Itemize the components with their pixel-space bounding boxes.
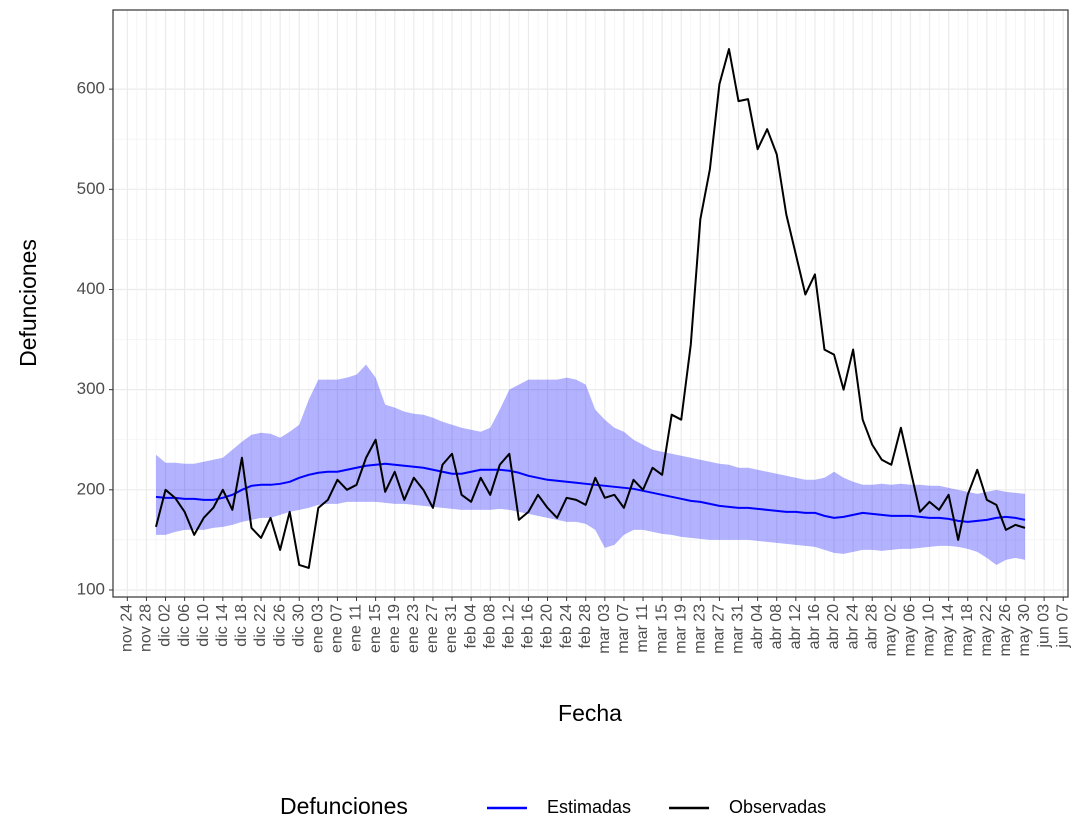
x-tick-label: may 02 [883, 604, 900, 657]
x-tick-label: mar 03 [596, 604, 613, 654]
x-tick-label: ene 19 [386, 604, 403, 653]
x-tick-label: may 22 [978, 604, 995, 657]
x-tick-label: dic 02 [157, 604, 174, 647]
x-tick-label: mar 15 [653, 604, 670, 654]
x-tick-label: mar 11 [634, 604, 651, 653]
x-tick-label: abr 28 [863, 604, 880, 649]
x-tick-label: may 18 [959, 604, 976, 657]
x-tick-label: may 06 [902, 604, 919, 657]
x-tick-label: mar 19 [672, 604, 689, 654]
x-tick-label: abr 20 [825, 604, 842, 649]
x-tick-label: feb 20 [539, 604, 556, 649]
legend-label: Observadas [729, 797, 826, 817]
x-tick-label: ene 23 [405, 604, 422, 653]
x-tick-label: dic 30 [290, 604, 307, 647]
x-tick-label: abr 24 [844, 604, 861, 649]
x-tick-label: ene 31 [443, 604, 460, 653]
y-tick-label: 300 [77, 379, 105, 398]
x-tick-label: may 26 [997, 604, 1014, 657]
x-tick-label: ene 15 [367, 604, 384, 653]
x-tick-label: feb 24 [558, 604, 575, 649]
x-tick-label: mar 07 [615, 604, 632, 654]
y-tick-label: 600 [77, 79, 105, 98]
x-tick-label: abr 12 [787, 604, 804, 649]
series-line [155, 462, 1026, 523]
x-tick-label: dic 06 [176, 604, 193, 647]
x-tick-label: mar 23 [692, 604, 709, 654]
x-tick-label: feb 04 [462, 604, 479, 649]
x-tick-label: may 10 [921, 604, 938, 657]
x-tick-label: nov 28 [138, 604, 155, 652]
marks [155, 48, 1026, 569]
y-tick-label: 100 [77, 579, 105, 598]
band [155, 364, 1026, 565]
plot-panel [113, 10, 1068, 597]
x-tick-label: dic 10 [195, 604, 212, 647]
x-axis-title: Fecha [558, 700, 622, 726]
x-tick-label: feb 08 [481, 604, 498, 649]
x-tick-label: ene 07 [329, 604, 346, 653]
x-tick-label: ene 03 [310, 604, 327, 653]
series-line [155, 48, 1026, 569]
y-tick-label: 400 [77, 279, 105, 298]
legend-title: Defunciones [280, 793, 408, 819]
x-tick-label: abr 16 [806, 604, 823, 649]
x-tick-label: jun 07 [1054, 604, 1071, 649]
x-tick-label: feb 28 [577, 604, 594, 649]
x-tick-label: ene 11 [348, 604, 365, 652]
x-tick-label: may 30 [1016, 604, 1033, 657]
x-tick-label: mar 31 [730, 604, 747, 654]
x-tick-label: dic 22 [252, 604, 269, 647]
x-tick-label: jun 03 [1035, 604, 1052, 649]
x-tick-label: feb 16 [520, 604, 537, 649]
x-tick-label: dic 18 [233, 604, 250, 647]
y-axis-title: Defunciones [15, 239, 41, 367]
x-tick-label: ene 27 [424, 604, 441, 653]
x-tick-label: dic 26 [271, 604, 288, 647]
y-tick-label: 500 [77, 179, 105, 198]
panel-border [112, 9, 1069, 598]
x-tick-label: nov 24 [119, 604, 136, 652]
legend-label: Estimadas [547, 797, 631, 817]
x-tick-label: mar 27 [711, 604, 728, 654]
x-tick-label: abr 08 [768, 604, 785, 649]
x-tick-label: feb 12 [501, 604, 518, 649]
x-tick-label: dic 14 [214, 604, 231, 647]
x-tick-label: abr 04 [749, 604, 766, 649]
y-tick-label: 200 [77, 479, 105, 498]
legend: Defunciones Estimadas Observadas [280, 793, 826, 819]
x-tick-label: may 14 [940, 604, 957, 657]
